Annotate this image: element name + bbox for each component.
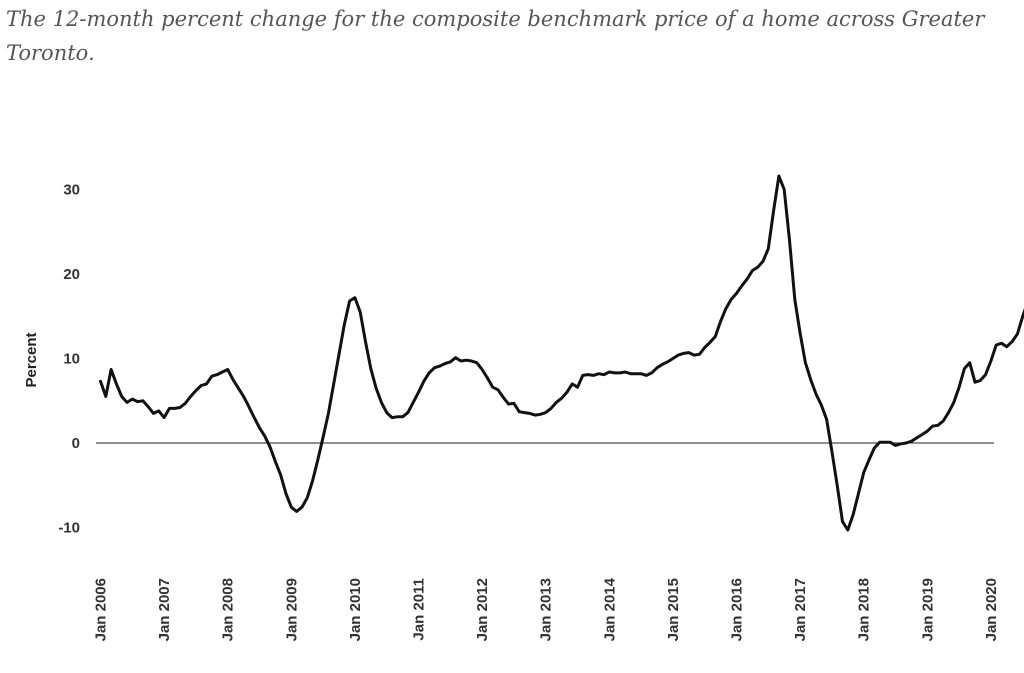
x-tick-label: Jan 2011 — [411, 578, 428, 641]
y-tick-label: 20 — [63, 266, 80, 283]
x-tick-label: Jan 2016 — [729, 578, 746, 641]
y-tick-label: 10 — [63, 351, 80, 368]
y-tick-label: 30 — [63, 182, 80, 199]
x-tick-label: Jan 2020 — [983, 578, 1000, 641]
y-tick-labels: -10 0 10 20 30 — [58, 182, 80, 537]
x-tick-label: Jan 2018 — [856, 578, 873, 641]
x-tick-label: Jan 2017 — [792, 578, 809, 641]
x-tick-label: Jan 2012 — [474, 578, 491, 641]
chart-caption: The 12-month percent change for the comp… — [6, 7, 985, 65]
percent-change-line — [99, 174, 1024, 532]
x-tick-label: Jan 2019 — [919, 578, 936, 641]
x-tick-labels: Jan 2006 Jan 2007 Jan 2008 Jan 2009 Jan 2010… — [93, 577, 1000, 641]
x-tick-label: Jan 2006 — [93, 578, 110, 641]
x-tick-label: Jan 2013 — [538, 578, 555, 641]
x-tick-label: Jan 2015 — [665, 578, 682, 641]
y-axis-title: Percent — [23, 332, 40, 387]
y-tick-label: 0 — [72, 435, 80, 452]
x-tick-label: Jan 2014 — [601, 577, 618, 641]
x-tick-label: Jan 2007 — [156, 578, 173, 641]
y-tick-label: -10 — [58, 520, 80, 537]
x-tick-label: Jan 2010 — [347, 578, 364, 641]
x-tick-label: Jan 2009 — [283, 578, 300, 641]
x-tick-label: Jan 2008 — [220, 578, 237, 641]
